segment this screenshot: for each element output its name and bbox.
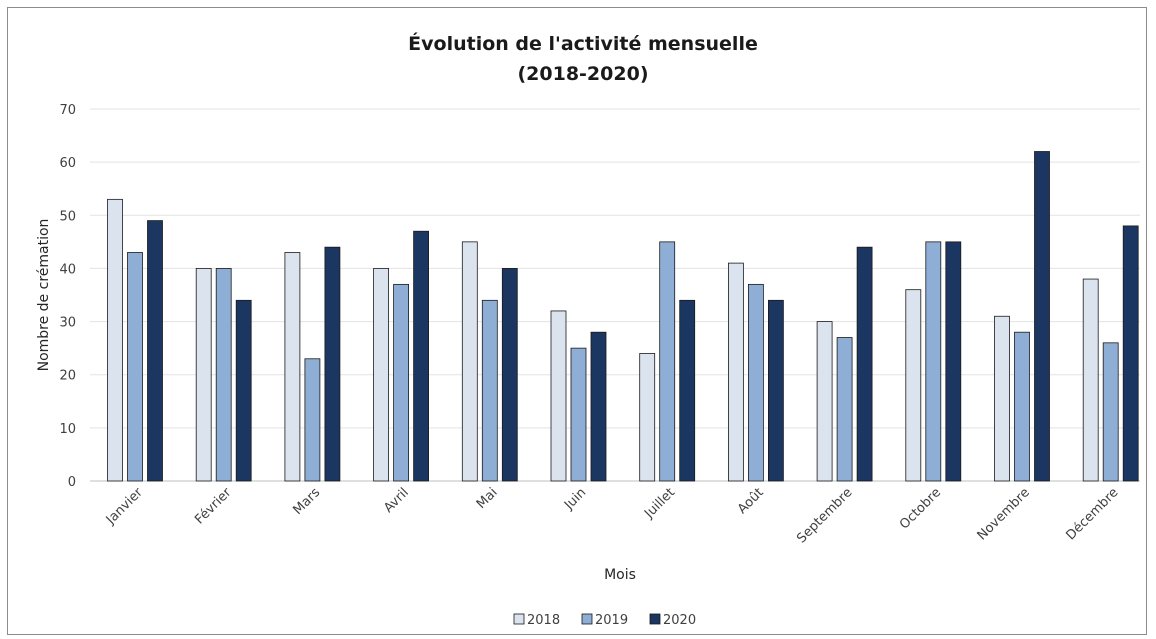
bar-2020 [856,246,873,482]
bar-2019 [127,252,143,482]
bar-2018 [107,198,123,482]
chart-title: Évolution de l'activité mensuelle [408,32,758,55]
y-axis-ticks: 0 10 20 30 40 50 60 70 [59,103,76,490]
bar-2019 [748,283,764,482]
x-tick-label: Juillet [641,485,678,522]
y-tick-label: 60 [59,156,76,171]
bar-2019 [304,358,321,482]
bar-2020 [235,299,252,482]
legend-swatch-2020 [649,613,661,625]
gridlines [90,108,1140,482]
bar-2019 [215,268,232,482]
x-tick-label: Mai [474,485,501,512]
bar-2020 [324,246,341,482]
x-tick-label: Septembre [794,485,855,546]
x-tick-label: Août [735,485,767,517]
bars [107,151,1139,482]
bar-2018 [1082,278,1099,482]
bar-2019 [481,299,498,482]
bar-2018 [816,321,833,482]
x-tick-label: Décembre [1063,485,1121,543]
y-tick-label: 20 [59,369,76,384]
bar-2018 [284,252,301,482]
bar-2018 [639,353,656,482]
bar-2020 [590,331,607,482]
y-tick-label: 70 [59,103,76,118]
bar-2018 [461,241,478,482]
bar-2019 [659,241,676,482]
y-tick-label: 50 [59,209,76,224]
bar-2020 [1122,225,1139,482]
bar-2019 [393,283,410,482]
x-axis-title: Mois [604,567,636,583]
bar-2020 [501,268,518,482]
bar-2018 [373,268,390,482]
legend-label-2019: 2019 [595,613,628,628]
legend-swatch-2018 [513,613,525,625]
legend-label-2018: 2018 [527,613,560,628]
bar-2018 [550,310,567,482]
y-tick-label: 40 [59,262,76,277]
bar-2019 [1014,331,1030,482]
bar-2019 [836,337,853,482]
x-tick-label: Avril [381,485,412,516]
bar-2019 [925,241,942,482]
chart-subtitle: (2018-2020) [517,63,648,85]
y-tick-label: 10 [59,422,76,437]
bar-2019 [1102,342,1119,482]
x-axis-ticks: Janvier Février Mars Avril Mai Juin Juillet Aoû… [103,485,1122,547]
bar-2020 [768,299,784,482]
bar-2018 [728,262,744,482]
x-tick-label: Octobre [897,485,944,532]
legend: 2018 2019 2020 [513,613,696,628]
bar-2020 [413,230,430,482]
bar-2020 [945,241,962,482]
x-tick-label: Mars [290,485,323,518]
bar-2018 [994,315,1010,482]
bar-2018 [905,289,922,482]
legend-label-2020: 2020 [663,613,696,628]
y-tick-label: 0 [68,475,76,490]
bar-2020 [679,299,696,482]
x-tick-label: Juin [561,485,589,513]
bar-2020 [1034,151,1050,482]
y-tick-label: 30 [59,316,76,331]
bar-2019 [570,347,587,482]
bar-2020 [147,220,163,482]
y-axis-title: Nombre de crémation [36,219,52,372]
x-tick-label: Janvier [103,485,146,528]
x-tick-label: Février [192,485,235,528]
x-tick-label: Novembre [975,485,1033,543]
bar-2018 [195,268,212,482]
legend-swatch-2019 [581,613,593,625]
